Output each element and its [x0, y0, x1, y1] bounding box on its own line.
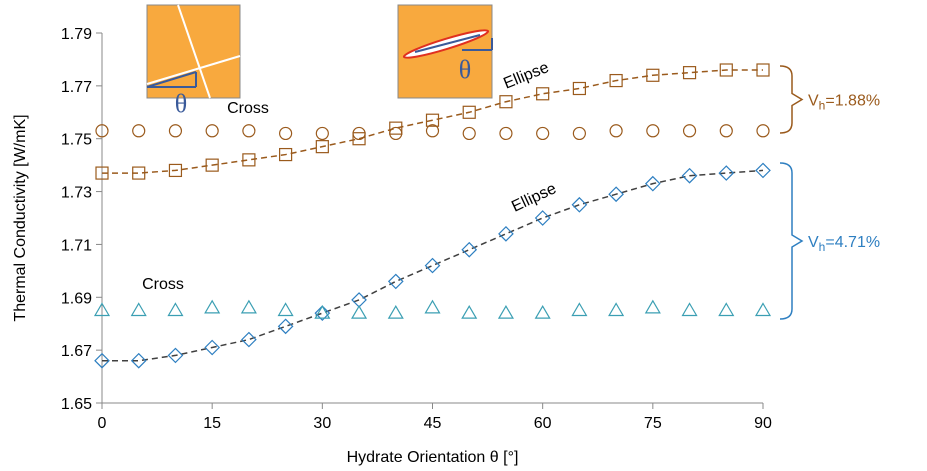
bracket-label: Vh=1.88%	[808, 93, 880, 113]
y-axis-title: Thermal Conductivity [W/mK]	[12, 114, 29, 321]
annotation: θ	[459, 55, 471, 84]
circle-marker	[647, 125, 659, 137]
y-tick-label: 1.73	[61, 185, 92, 202]
x-axis-title: Hydrate Orientation θ [°]	[347, 449, 519, 466]
triangle-marker	[609, 304, 623, 316]
circle-marker	[610, 125, 622, 137]
triangle-marker	[352, 306, 366, 318]
y-tick-label: 1.65	[61, 396, 92, 413]
y-tick-label: 1.71	[61, 237, 92, 254]
bracket-label: Vh=4.71%	[808, 234, 880, 254]
circle-marker	[390, 127, 402, 139]
triangle-marker	[279, 304, 293, 316]
circle-marker	[500, 127, 512, 139]
triangle-marker	[572, 304, 586, 316]
x-tick-label: 60	[534, 415, 552, 432]
square-marker	[390, 122, 402, 134]
label-subscript: h	[819, 99, 826, 113]
diamond-marker	[536, 211, 550, 225]
label-subscript: h	[819, 240, 826, 254]
circle-marker	[573, 127, 585, 139]
chart: 1.65 1.67 1.69 1.71 1.73 1.75 1.77 1.79 0 15 30 45 6…	[0, 0, 927, 471]
triangle-marker	[462, 306, 476, 318]
x-tick-label: 75	[644, 415, 662, 432]
triangle-marker	[646, 301, 660, 313]
diamond-marker	[352, 293, 366, 307]
annotation: θ	[175, 89, 187, 118]
triangle-marker	[756, 304, 770, 316]
diamond-marker	[242, 333, 256, 347]
x-tick-label: 90	[754, 415, 772, 432]
circle-marker	[133, 125, 145, 137]
diamond-marker	[462, 243, 476, 257]
bracket	[780, 163, 802, 319]
circle-marker	[684, 125, 696, 137]
x-tick-label: 0	[98, 415, 107, 432]
label-suffix: =1.88%	[825, 93, 880, 110]
circle-marker	[243, 125, 255, 137]
triangle-marker	[426, 301, 440, 313]
label-main: V	[808, 234, 819, 251]
circle-marker	[537, 127, 549, 139]
diamond-marker	[499, 227, 513, 241]
circle-marker	[316, 127, 328, 139]
triangle-marker	[242, 301, 256, 313]
y-tick-label: 1.67	[61, 343, 92, 360]
inset-cross	[147, 5, 240, 98]
circle-marker	[757, 125, 769, 137]
triangle-marker	[499, 306, 513, 318]
y-tick-label: 1.69	[61, 290, 92, 307]
x-tick-label: 30	[313, 415, 331, 432]
annotation: Cross	[227, 100, 269, 117]
y-tick-label: 1.77	[61, 79, 92, 96]
triangle-marker	[168, 304, 182, 316]
bracket	[780, 66, 802, 133]
triangle-marker	[389, 306, 403, 318]
annotation: Ellipse	[509, 180, 559, 215]
triangle-marker	[536, 306, 550, 318]
circle-marker	[353, 127, 365, 139]
diamond-marker	[389, 274, 403, 288]
x-tick-label: 45	[424, 415, 442, 432]
circle-marker	[169, 125, 181, 137]
triangle-marker	[205, 301, 219, 313]
diamond-marker	[572, 198, 586, 212]
y-tick-label: 1.75	[61, 132, 92, 149]
x-tick-label: 15	[203, 415, 221, 432]
inset-ellipse	[398, 5, 492, 98]
circle-marker	[720, 125, 732, 137]
label-main: V	[808, 93, 819, 110]
triangle-marker	[683, 304, 697, 316]
circle-marker	[463, 127, 475, 139]
diamond-marker	[279, 319, 293, 333]
y-tick-label: 1.79	[61, 26, 92, 43]
circle-marker	[206, 125, 218, 137]
fit-line	[102, 170, 763, 360]
triangle-marker	[719, 304, 733, 316]
triangle-marker	[132, 304, 146, 316]
annotation: Cross	[142, 276, 184, 293]
diamond-marker	[426, 259, 440, 273]
circle-marker	[280, 127, 292, 139]
label-suffix: =4.71%	[825, 234, 880, 251]
square-marker	[353, 133, 365, 145]
